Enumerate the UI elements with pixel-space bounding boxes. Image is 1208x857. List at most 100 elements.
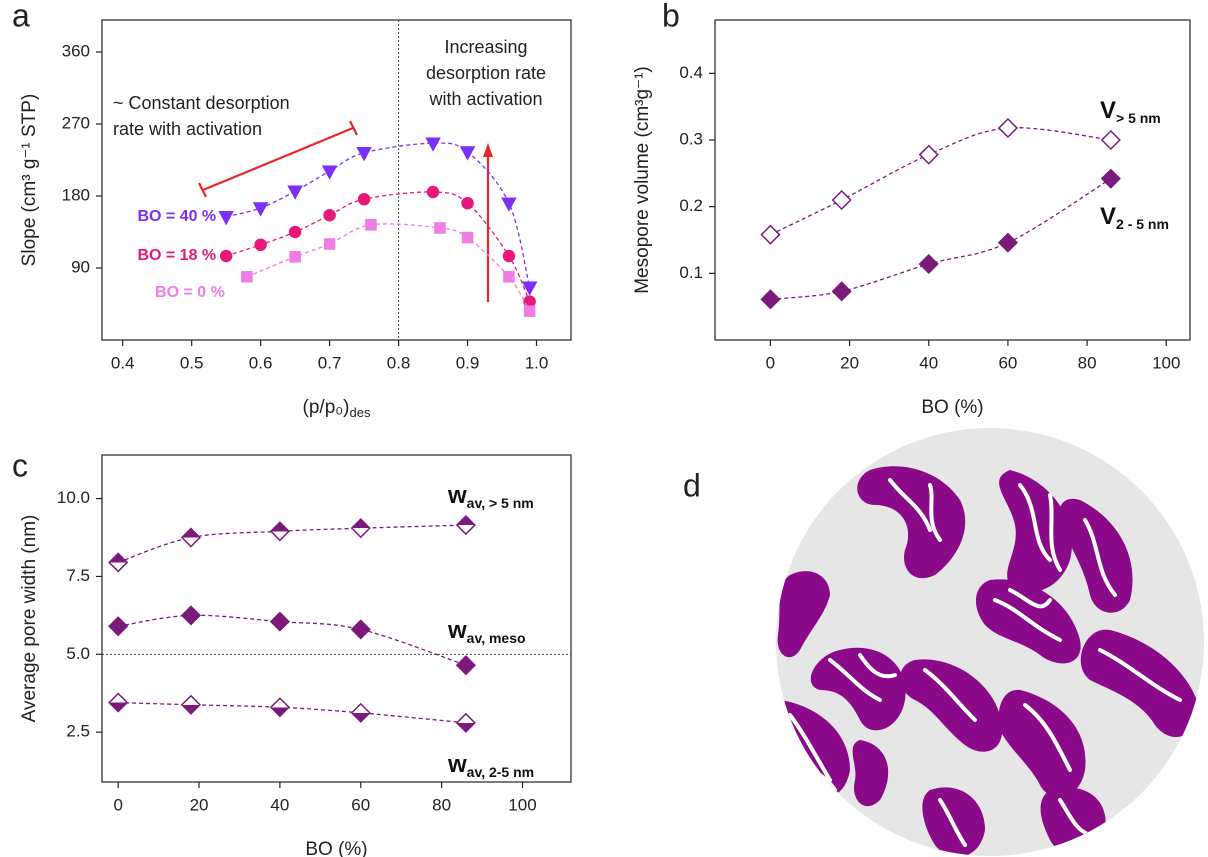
y-tick-label: 5.0 [66,644,90,663]
domain [810,647,906,731]
panel-label: a [12,0,30,33]
y-tick-label: 0.3 [679,129,703,148]
crack [888,478,942,542]
y-tick-label: 0.2 [679,196,703,215]
range-line [202,126,354,192]
y-tick-label: 180 [62,185,90,204]
pore-illustration [776,428,1204,856]
series-label: wav, meso [447,617,526,645]
crack [923,668,977,722]
marker [760,289,781,310]
marker [455,655,476,676]
y-axis-title: Average pore width (nm) [19,515,40,723]
y-tick-label: 360 [62,41,90,60]
marker [997,117,1018,139]
marker [760,224,781,245]
series-label: wav, > 5 nm [447,482,534,510]
series-label: BO = 18 % [137,247,216,264]
marker [918,253,939,275]
crack [1083,518,1117,597]
crack [828,653,897,702]
series-name-sub: av, 2-5 nm [467,764,534,780]
domain [777,571,830,658]
series-label: BO = 40 % [137,208,216,225]
crack [993,588,1062,642]
panel-label: d [683,467,701,503]
y-tick-label: 2.5 [66,722,90,741]
fit-line [118,614,467,666]
marker [426,185,440,199]
marker [356,147,372,162]
marker [357,192,371,206]
marker [461,231,474,244]
x-tick-label: 0.9 [456,353,480,372]
x-tick-label: 20 [190,795,209,814]
marker [455,712,476,733]
x-axis-title-sub: des [349,405,370,420]
series-label: V> 5 nm [1100,97,1161,125]
x-tick-label: 0 [766,353,775,372]
x-axis-title: (p/p₀)des [303,397,371,420]
x-tick-label: 0.8 [387,353,411,372]
series-label: V2 - 5 nm [1100,203,1169,231]
x-axis-title-main: BO (%) [921,397,983,418]
series-label: BO = 0 % [155,284,225,301]
marker [180,694,202,715]
series-name: V [1100,203,1116,230]
plot-frame [714,19,1191,341]
cracks [788,478,1182,847]
x-axis-title-main: BO (%) [305,839,367,857]
marker [108,616,129,637]
range-cap [198,182,207,198]
arrow-head [483,143,493,157]
panel-label: c [12,447,28,483]
series-name: BO = 18 % [137,247,216,264]
crack [1018,483,1062,572]
annotation: desorption rate [426,63,546,83]
domain [852,740,889,807]
domain [1058,498,1133,613]
annotation: ~ Constant desorption [113,93,290,113]
annotation: with activation [428,89,542,109]
series-name: w [447,617,467,644]
marker [501,197,517,212]
marker [918,144,939,165]
x-tick-label: 0.4 [111,353,135,372]
marker [502,249,516,263]
marker [350,518,371,539]
range-cap [349,120,358,136]
x-tick-label: 1.0 [525,353,549,372]
marker [289,251,301,263]
series-name-sub: av, > 5 nm [467,495,534,511]
marker [503,271,515,283]
y-tick-label: 0.4 [679,63,703,82]
marker [459,146,476,161]
marker [269,611,290,632]
fit-line [117,524,466,564]
y-tick-label: 10.0 [57,488,90,507]
marker [434,222,446,234]
panel-label: b [662,0,680,33]
marker [831,189,852,211]
x-tick-label: 0.7 [318,353,342,372]
x-tick-label: 100 [1152,353,1180,372]
series-label: wav, 2-5 nm [447,751,534,779]
fit-line [770,178,1112,300]
domain [900,659,1003,752]
marker [108,692,129,713]
series-name: w [447,751,467,778]
marker [287,185,303,200]
fit-line [225,191,531,302]
marker [350,619,371,640]
x-tick-label: 20 [840,353,859,372]
x-tick-label: 40 [919,353,938,372]
x-tick-label: 80 [432,795,451,814]
annotation: Increasing [444,37,527,57]
marker [350,702,371,723]
domain [857,466,966,579]
marker [523,305,536,317]
series-name-sub: av, meso [467,630,526,646]
fit-line [225,142,531,288]
marker [831,281,852,302]
